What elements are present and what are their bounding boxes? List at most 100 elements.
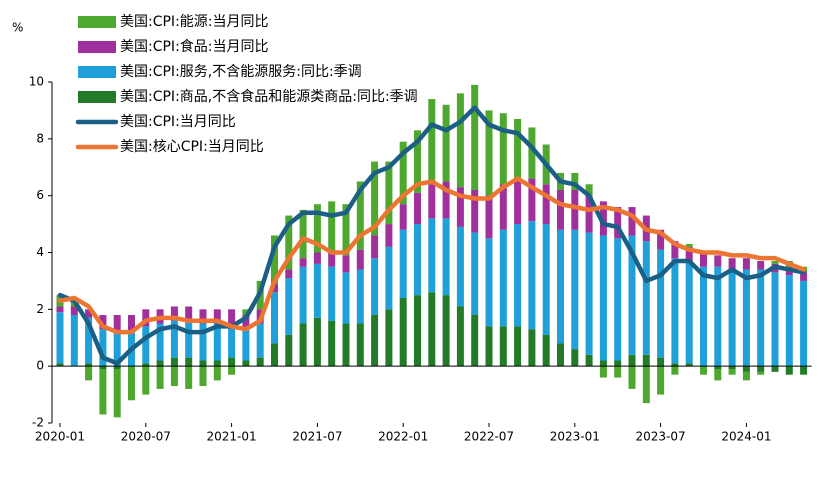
x-tick-label: 2021-01 — [207, 430, 257, 444]
bar — [356, 249, 364, 270]
legend-label: 美国:CPI:当月同比 — [120, 114, 236, 130]
bar — [356, 181, 364, 250]
bar — [156, 323, 164, 361]
bar — [328, 266, 336, 321]
bar — [742, 258, 750, 270]
bar — [356, 323, 364, 367]
y-tick-label: 6 — [36, 188, 44, 202]
bar — [742, 366, 750, 372]
bar — [170, 320, 178, 358]
bar — [185, 357, 193, 367]
bar — [113, 366, 121, 370]
bar — [671, 366, 679, 375]
bar — [85, 309, 93, 318]
bar — [285, 215, 293, 270]
bar — [428, 184, 436, 219]
bar — [785, 275, 793, 367]
bar — [256, 357, 264, 367]
bar — [70, 306, 78, 316]
bar — [800, 366, 808, 375]
bar — [399, 229, 407, 298]
bar — [514, 224, 522, 327]
bar — [499, 326, 507, 367]
bar — [342, 204, 350, 256]
bar — [385, 224, 393, 247]
bar — [700, 366, 707, 375]
legend-swatch — [78, 16, 116, 28]
bar — [156, 360, 164, 367]
bar — [271, 235, 278, 284]
bar — [142, 309, 150, 327]
bar — [614, 360, 622, 367]
bar — [113, 332, 121, 367]
bar — [642, 366, 650, 404]
bar — [757, 269, 765, 367]
bar — [213, 360, 221, 367]
bar — [285, 334, 293, 367]
bar — [585, 184, 593, 196]
bar — [571, 189, 579, 230]
bar — [642, 241, 650, 355]
bar — [485, 326, 493, 367]
bar — [85, 366, 93, 381]
bar — [700, 252, 707, 267]
x-tick-label: 2022-07 — [464, 430, 514, 444]
bar — [785, 366, 793, 375]
bar — [614, 238, 622, 361]
bar — [299, 258, 307, 267]
bar — [199, 360, 207, 367]
bar — [571, 349, 579, 367]
bar — [657, 366, 665, 395]
bar — [242, 315, 250, 330]
bar — [56, 312, 64, 364]
bar — [557, 343, 564, 367]
legend-swatch — [78, 66, 116, 78]
bar — [714, 366, 722, 370]
bar — [585, 232, 593, 355]
bar — [542, 334, 550, 367]
bar — [442, 218, 450, 296]
bar — [485, 238, 493, 327]
bar — [385, 309, 393, 367]
bar — [456, 226, 464, 307]
bar — [757, 366, 765, 372]
bar — [528, 178, 536, 222]
y-tick-label: 8 — [36, 131, 44, 145]
bar — [213, 323, 221, 361]
y-tick-label: 0 — [36, 359, 44, 373]
bar — [514, 178, 522, 225]
line — [57, 176, 806, 335]
bar — [385, 246, 393, 310]
bar — [728, 269, 736, 367]
x-tick-label: 2020-07 — [121, 430, 171, 444]
x-tick-label: 2020-01 — [35, 430, 85, 444]
x-tick-label: 2021-07 — [292, 430, 342, 444]
bar — [742, 371, 750, 381]
bar — [414, 130, 421, 193]
bar — [170, 357, 178, 367]
bar — [299, 266, 307, 324]
bar — [228, 357, 236, 367]
line — [57, 105, 806, 366]
bar — [185, 320, 193, 358]
bar — [671, 241, 679, 259]
bar — [142, 363, 150, 367]
y-tick-label: 2 — [36, 302, 44, 316]
x-tick-label: 2023-01 — [550, 430, 600, 444]
bar — [599, 201, 607, 236]
bar — [285, 278, 293, 335]
bar — [599, 360, 607, 367]
bar — [456, 306, 464, 367]
bar — [542, 184, 550, 225]
bar — [628, 366, 636, 389]
bar — [328, 252, 336, 267]
bar — [671, 258, 679, 364]
bar — [85, 363, 93, 367]
bar — [771, 366, 779, 372]
bar — [399, 141, 407, 205]
bar — [228, 366, 236, 375]
bar — [299, 323, 307, 367]
bar — [628, 354, 636, 367]
bar — [313, 252, 321, 264]
